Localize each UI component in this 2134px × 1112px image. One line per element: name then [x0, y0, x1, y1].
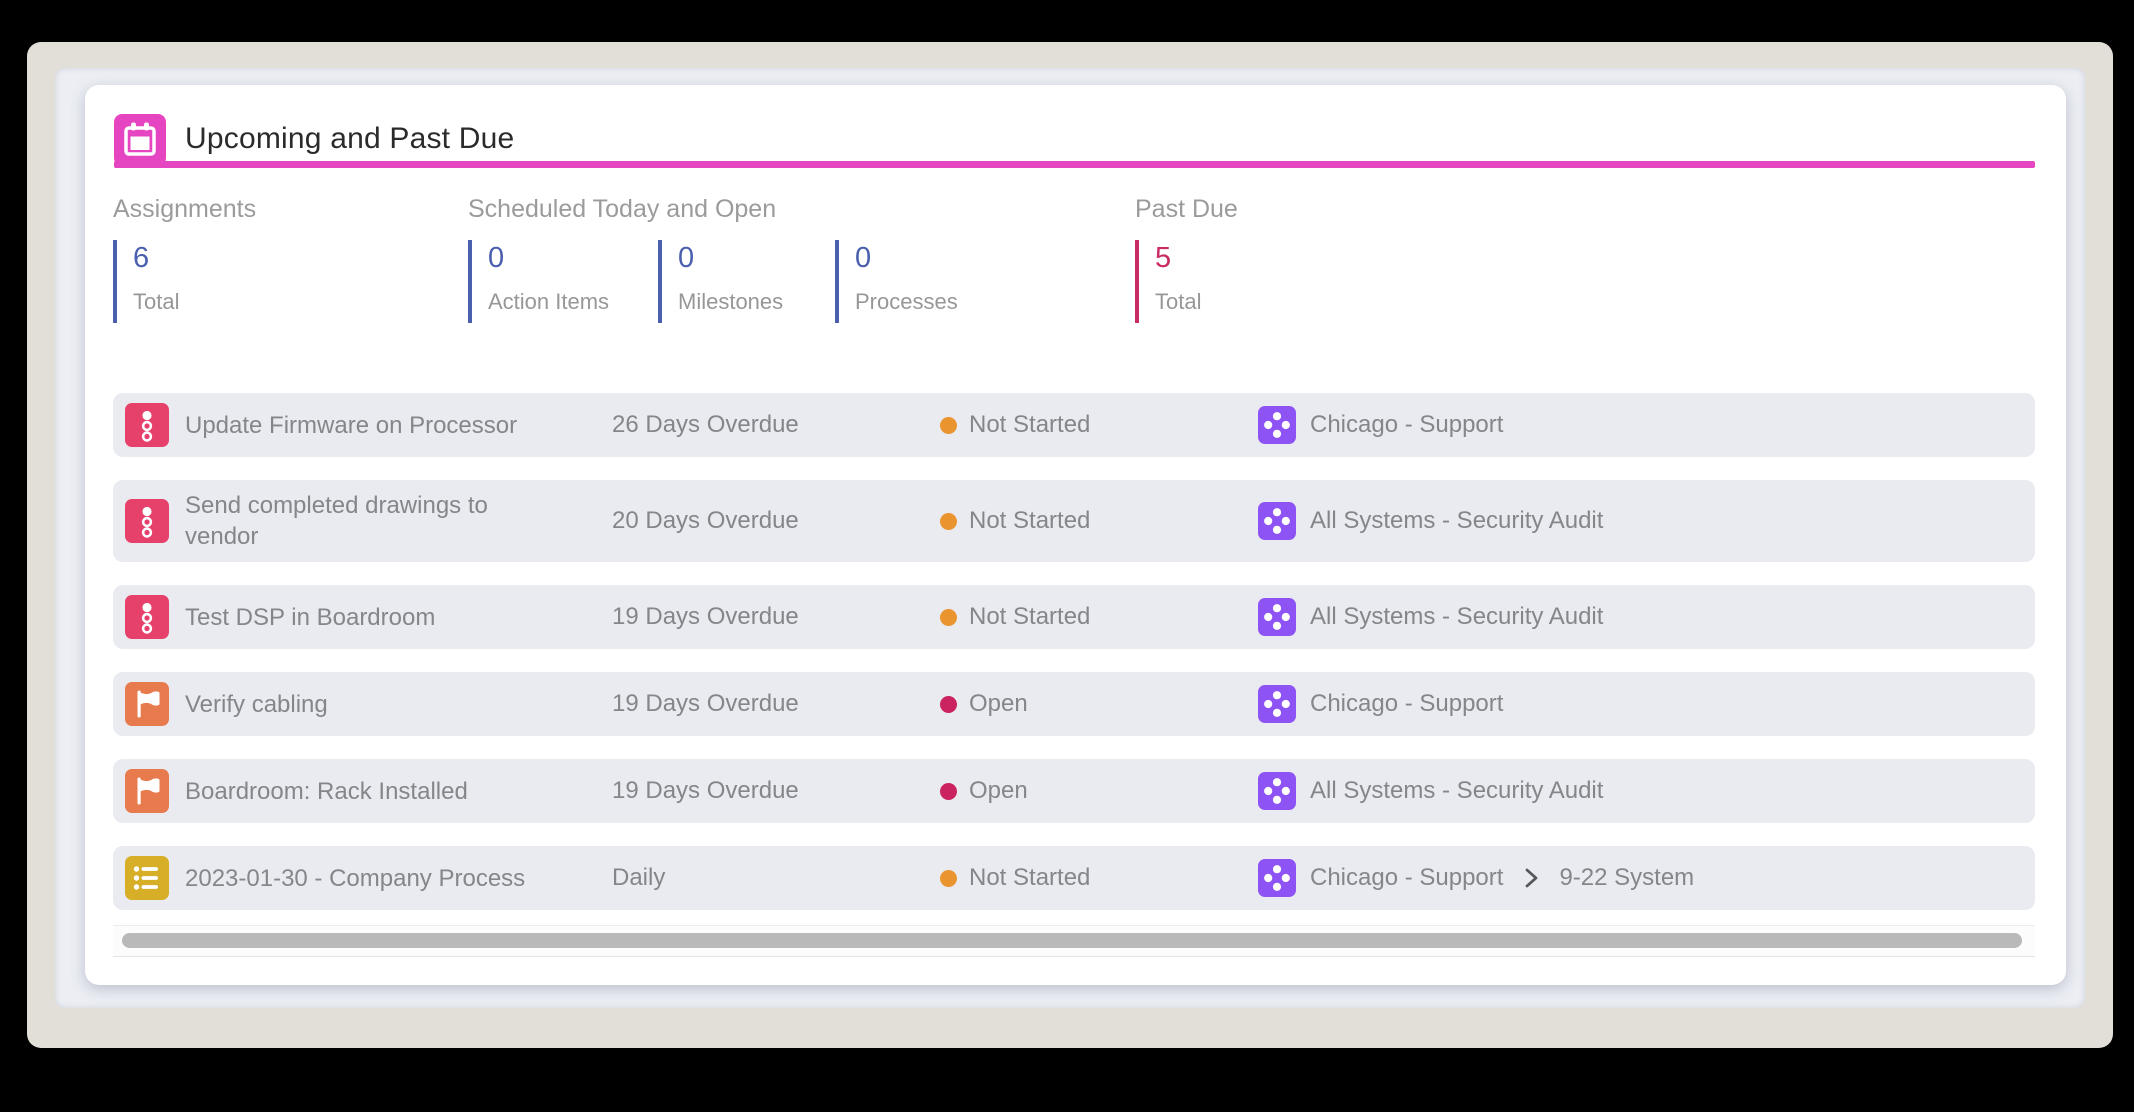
chevron-right-icon — [1521, 865, 1541, 891]
stat-caption: Action Items — [488, 289, 610, 314]
stat-group-label: Past Due — [1135, 195, 1238, 223]
app-background: Upcoming and Past Due Assignments 6 Total S… — [55, 68, 2085, 1008]
task-due: 20 Days Overdue — [612, 507, 799, 534]
task-title: Boardroom: Rack Installed — [185, 777, 468, 805]
stat-items: 5 Total — [1135, 240, 1305, 323]
task-location: All Systems - Security Audit — [1310, 507, 2035, 535]
milestone-icon — [125, 769, 169, 813]
system-icon — [1258, 502, 1296, 540]
task-list: Update Firmware on Processor 26 Days Over… — [113, 393, 2035, 910]
horizontal-scrollbar-track — [113, 925, 2035, 957]
stat-item: 0 Processes — [835, 240, 1005, 323]
stat-value: 0 — [678, 242, 695, 274]
location-name: Chicago - Support — [1310, 690, 1504, 717]
stat-value: 0 — [488, 242, 505, 274]
status-dot-icon — [940, 695, 957, 713]
stat-items: 6 Total — [113, 240, 283, 323]
stat-group: Past Due 5 Total — [1135, 195, 1305, 323]
action-item-icon — [125, 499, 169, 543]
task-status: Not Started — [940, 507, 1258, 535]
stat-group-label: Scheduled Today and Open — [468, 195, 777, 223]
task-status: Open — [940, 777, 1258, 805]
location-name: Chicago - Support — [1310, 411, 1504, 438]
status-dot-icon — [940, 512, 957, 530]
stat-item: 0 Milestones — [658, 240, 835, 323]
page-title: Upcoming and Past Due — [185, 122, 515, 155]
task-row[interactable]: Test DSP in Boardroom 19 Days Overdue Not … — [113, 585, 2035, 649]
system-icon — [1258, 859, 1296, 897]
status-dot-icon — [940, 608, 957, 626]
horizontal-scrollbar-thumb[interactable] — [122, 933, 2022, 948]
device-frame: Upcoming and Past Due Assignments 6 Total S… — [27, 42, 2113, 1048]
stat-caption: Processes — [855, 289, 958, 314]
system-icon — [1258, 685, 1296, 723]
system-icon — [1258, 598, 1296, 636]
stat-item: 6 Total — [113, 240, 283, 323]
task-due: Daily — [612, 864, 666, 891]
task-title: 2023-01-30 - Company Process — [185, 864, 526, 892]
status-label: Not Started — [969, 864, 1091, 891]
status-label: Not Started — [969, 507, 1091, 534]
task-location: All Systems - Security Audit — [1310, 777, 2035, 805]
status-dot-icon — [940, 416, 957, 434]
stat-item: 0 Action Items — [468, 240, 658, 323]
task-row[interactable]: Verify cabling 19 Days Overdue Open Chicago… — [113, 672, 2035, 736]
task-status: Not Started — [940, 864, 1258, 892]
header-accent-bar — [114, 161, 2035, 168]
task-row[interactable]: Update Firmware on Processor 26 Days Over… — [113, 393, 2035, 457]
stat-value: 5 — [1155, 242, 1172, 274]
task-due: 19 Days Overdue — [612, 690, 799, 717]
status-dot-icon — [940, 782, 957, 800]
task-status: Not Started — [940, 411, 1258, 439]
status-label: Not Started — [969, 603, 1091, 630]
task-status: Open — [940, 690, 1258, 718]
action-item-icon — [125, 595, 169, 639]
location-name: All Systems - Security Audit — [1310, 603, 1604, 630]
task-location: All Systems - Security Audit — [1310, 603, 2035, 631]
action-item-icon — [125, 403, 169, 447]
task-due: 26 Days Overdue — [612, 411, 799, 438]
status-label: Open — [969, 690, 1028, 717]
status-label: Not Started — [969, 411, 1091, 438]
task-due: 19 Days Overdue — [612, 603, 799, 630]
task-row[interactable]: Boardroom: Rack Installed 19 Days Overdue… — [113, 759, 2035, 823]
sublocation-name: 9-22 System — [1559, 864, 1695, 891]
task-title: Send completed drawings to vendor — [185, 492, 488, 550]
location-name: All Systems - Security Audit — [1310, 777, 1604, 804]
stat-value: 0 — [855, 242, 872, 274]
task-title: Update Firmware on Processor — [185, 411, 518, 439]
status-dot-icon — [940, 869, 957, 887]
task-location: Chicago - Support — [1310, 690, 2035, 718]
task-title: Test DSP in Boardroom — [185, 603, 436, 631]
process-icon — [125, 856, 169, 900]
location-name: All Systems - Security Audit — [1310, 507, 1604, 534]
task-location: Chicago - Support 9-22 System — [1310, 864, 2035, 892]
upcoming-past-due-widget: Upcoming and Past Due Assignments 6 Total S… — [85, 85, 2066, 985]
milestone-icon — [125, 682, 169, 726]
task-location: Chicago - Support — [1310, 411, 2035, 439]
stat-caption: Total — [1155, 289, 1202, 314]
status-label: Open — [969, 777, 1028, 804]
stat-item: 5 Total — [1135, 240, 1305, 323]
stat-items: 0 Action Items 0 Milestones 0 Processes — [468, 240, 1005, 323]
stat-group-label: Assignments — [113, 195, 257, 223]
task-row[interactable]: 2023-01-30 - Company Process Daily Not Sta… — [113, 846, 2035, 910]
stat-caption: Total — [133, 289, 180, 314]
task-status: Not Started — [940, 603, 1258, 631]
task-due: 19 Days Overdue — [612, 777, 799, 804]
stat-caption: Milestones — [678, 289, 784, 314]
stat-group: Assignments 6 Total — [113, 195, 283, 323]
stat-group: Scheduled Today and Open 0 Action Items 0 Mi… — [468, 195, 1005, 323]
task-title: Verify cabling — [185, 690, 328, 718]
system-icon — [1258, 772, 1296, 810]
stat-value: 6 — [133, 242, 150, 274]
location-name: Chicago - Support — [1310, 864, 1504, 891]
stats-section: Assignments 6 Total Scheduled Today and Ope… — [85, 195, 2066, 335]
calendar-icon — [114, 114, 166, 166]
task-row[interactable]: Send completed drawings to vendor 20 Days… — [113, 480, 2035, 562]
system-icon — [1258, 406, 1296, 444]
